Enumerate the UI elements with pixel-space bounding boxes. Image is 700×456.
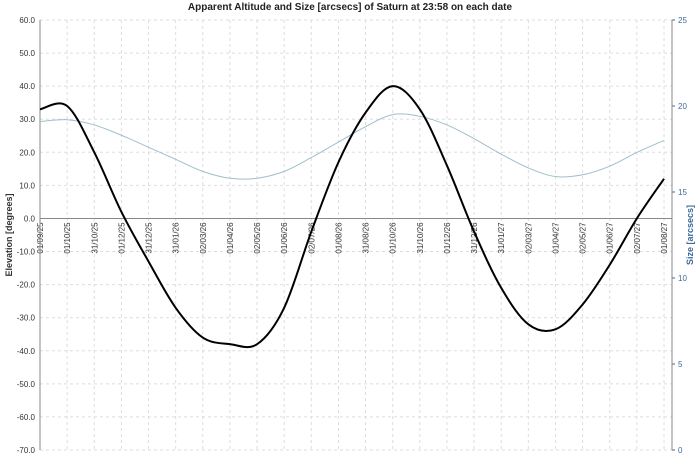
chart-title: Apparent Altitude and Size [arcsecs] of … <box>188 2 513 13</box>
y2-tick-label: 15 <box>678 188 687 197</box>
x-tick-label: 01/08/26 <box>334 222 343 254</box>
x-tick-label: 02/07/27 <box>633 222 642 254</box>
y-tick-label: -10.0 <box>17 248 36 257</box>
x-tick-label: 31/12/25 <box>145 222 154 254</box>
x-tick-label: 02/07/26 <box>307 222 316 254</box>
y-tick-label: -50.0 <box>17 380 36 389</box>
x-tick-label: 31/08/26 <box>362 222 371 254</box>
y-tick-label: 0.0 <box>24 214 36 223</box>
y-tick-label: 20.0 <box>19 148 35 157</box>
x-tick-label: 01/10/26 <box>389 222 398 254</box>
y-tick-label: 50.0 <box>19 49 35 58</box>
x-tick-label: 01/06/27 <box>606 222 615 254</box>
x-tick-label: 01/10/25 <box>63 222 72 254</box>
series-line <box>39 113 665 180</box>
y-tick-label: -30.0 <box>17 314 36 323</box>
y2-tick-label: 5 <box>678 360 683 369</box>
y2-tick-label: 20 <box>678 102 687 111</box>
x-tick-label: 31/10/26 <box>416 222 425 254</box>
x-tick-label: 02/03/26 <box>199 222 208 254</box>
x-tick-label: 02/05/26 <box>253 222 262 254</box>
x-tick-label: 01/04/27 <box>551 222 560 254</box>
y-tick-label: 60.0 <box>19 16 35 25</box>
y-tick-label: -40.0 <box>17 347 36 356</box>
y2-tick-label: 25 <box>678 16 687 25</box>
y2-axis-label: Size [arcsecs] <box>685 205 695 265</box>
x-tick-label: 31/01/26 <box>172 222 181 254</box>
x-tick-label: 02/03/27 <box>524 222 533 254</box>
x-tick-label: 01/04/26 <box>226 222 235 254</box>
x-tick-label: 02/05/27 <box>579 222 588 254</box>
y-axis-label: Elevation [degrees] <box>4 193 14 276</box>
x-tick-label: 31/01/27 <box>497 222 506 254</box>
x-tick-label: 01/12/25 <box>117 222 126 254</box>
x-tick-label: 01/08/27 <box>660 222 669 254</box>
y2-tick-label: 0 <box>678 446 683 455</box>
y-tick-label: 30.0 <box>19 115 35 124</box>
x-tick-label: 31/12/26 <box>470 222 479 254</box>
x-tick-label: 01/12/26 <box>443 222 452 254</box>
series-line <box>39 85 665 349</box>
y-tick-label: 10.0 <box>19 181 35 190</box>
x-tick-label: 31/10/25 <box>90 222 99 254</box>
y-tick-label: -20.0 <box>17 281 36 290</box>
x-tick-label: 01/06/26 <box>280 222 289 254</box>
y-tick-label: -70.0 <box>17 446 36 455</box>
y2-tick-label: 10 <box>678 274 687 283</box>
y-tick-label: -60.0 <box>17 413 36 422</box>
y-tick-label: 40.0 <box>19 82 35 91</box>
